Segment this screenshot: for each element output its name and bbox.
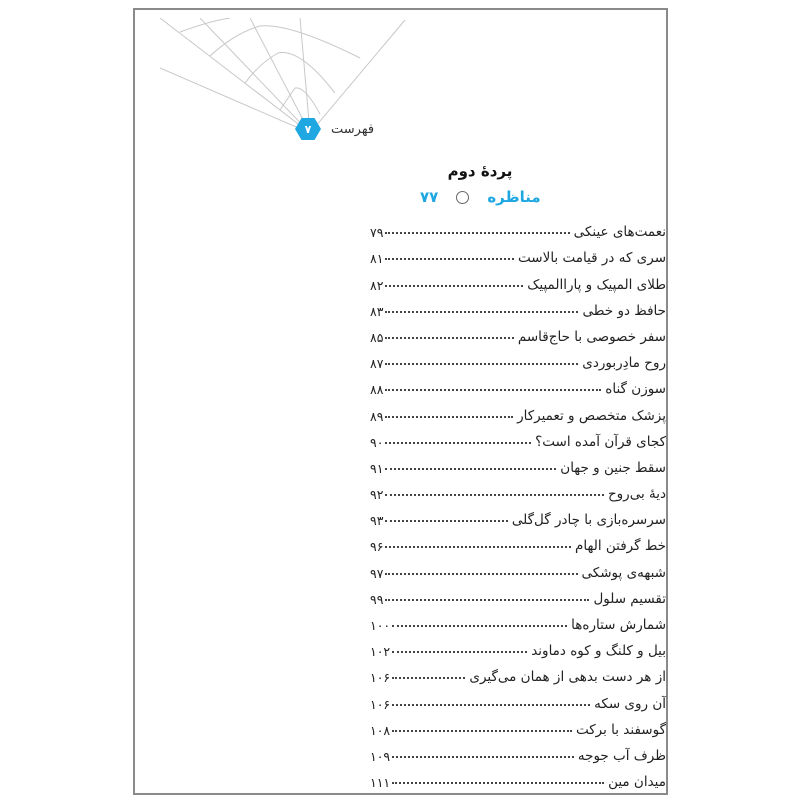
entry-title: میدان مین bbox=[608, 774, 666, 791]
entry-title: پزشک متخصص و تعمیرکار bbox=[517, 407, 666, 424]
entry-title: سفر خصوصی با حاج‌قاسم bbox=[517, 328, 666, 345]
dot-leader bbox=[385, 467, 557, 470]
entry-title: از هر دست بدهی از همان می‌گیری bbox=[469, 669, 666, 686]
section-title: پردهٔ دوم bbox=[447, 162, 513, 180]
dot-leader bbox=[392, 677, 466, 680]
toc-entry: نعمت‌های عینکی ۷۹ bbox=[370, 214, 666, 240]
dot-leader bbox=[385, 258, 515, 261]
entry-title: تقسیم سلول bbox=[593, 590, 666, 607]
dot-leader bbox=[385, 336, 514, 339]
entry-title: سوزن گناه bbox=[605, 381, 666, 398]
toc-entry: سرسره‌بازی با چادر گل‌گلی ۹۳ bbox=[370, 502, 666, 528]
dot-leader bbox=[392, 651, 528, 654]
entry-title: طلای المپیک و پاراالمپیک bbox=[527, 276, 666, 293]
entry-title: گوسفند با برکت bbox=[575, 721, 666, 738]
dot-leader bbox=[392, 703, 591, 706]
entry-title: سرسره‌بازی با چادر گل‌گلی bbox=[511, 512, 666, 529]
entry-page: ۸۲ bbox=[370, 277, 384, 293]
toc-entry: روح مادِربوردی ۸۷ bbox=[370, 345, 666, 371]
entry-title: دیهٔ بی‌روح bbox=[607, 486, 666, 503]
entry-page: ۱۰۸ bbox=[370, 722, 391, 738]
toc-entry: حافظ دو خطی ۸۳ bbox=[370, 293, 666, 319]
toc-entry: تقسیم سلول ۹۹ bbox=[370, 581, 666, 607]
toc-entry: بیل و کلنگ و کوه دماوند ۱۰۲ bbox=[370, 633, 666, 659]
entry-page: ۱۰۹ bbox=[370, 748, 391, 764]
dot-leader bbox=[392, 755, 574, 758]
dot-leader bbox=[385, 441, 532, 444]
entry-page: ۹۲ bbox=[370, 487, 384, 503]
entry-page: ۹۷ bbox=[370, 565, 384, 581]
entry-title: ظرف آب جوجه bbox=[577, 747, 666, 764]
entry-page: ۱۰۶ bbox=[370, 670, 391, 686]
entry-page: ۸۳ bbox=[370, 303, 384, 319]
entry-page: ۸۱ bbox=[370, 251, 384, 267]
entry-title: نعمت‌های عینکی bbox=[573, 224, 666, 241]
toc-entry: میدان مین ۱۱۱ bbox=[370, 764, 666, 790]
toc-entry: کجای قرآن آمده است؟ ۹۰ bbox=[370, 424, 666, 450]
entry-title: سقط جنین و جهان bbox=[560, 459, 666, 476]
subsection-title: مناظره bbox=[487, 188, 541, 206]
entry-title: حافظ دو خطی bbox=[582, 302, 666, 319]
dot-leader bbox=[385, 284, 524, 287]
entry-page: ۸۵ bbox=[370, 329, 384, 345]
entry-page: ۹۶ bbox=[370, 539, 384, 555]
toc-entry: پزشک متخصص و تعمیرکار ۸۹ bbox=[370, 397, 666, 424]
entry-page: ۹۱ bbox=[370, 460, 384, 476]
entry-title: شمارش ستاره‌ها bbox=[571, 617, 666, 633]
dot-leader bbox=[392, 729, 572, 732]
entry-page: ۷۹ bbox=[370, 225, 384, 241]
dot-leader bbox=[385, 389, 602, 392]
entry-page: ۱۰۶ bbox=[370, 696, 391, 712]
toc-entry: سوزن گناه ۸۸ bbox=[370, 371, 666, 397]
page-header: فهرست ۷ bbox=[295, 118, 374, 140]
dot-leader bbox=[385, 546, 572, 549]
entry-page: ۸۹ bbox=[370, 408, 384, 424]
entry-page: ۱۰۲ bbox=[370, 644, 391, 660]
dot-leader bbox=[385, 363, 579, 366]
entry-title: روح مادِربوردی bbox=[582, 355, 666, 372]
entry-title: آن روی سکه bbox=[594, 695, 666, 712]
toc-entry: از هر دست بدهی از همان می‌گیری ۱۰۶ bbox=[370, 659, 666, 685]
dot-leader bbox=[385, 415, 514, 418]
entry-page: ۱۱۱ bbox=[370, 775, 391, 791]
toc-entry: گوسفند با برکت ۱۰۸ bbox=[370, 712, 666, 738]
dot-leader bbox=[385, 572, 578, 575]
entry-title: سری که در قیامت بالاست bbox=[518, 250, 666, 267]
dot-leader bbox=[392, 625, 568, 627]
toc-entry: شمارش ستاره‌ها ۱۰۰ bbox=[370, 607, 666, 633]
entry-title: بیل و کلنگ و کوه دماوند bbox=[531, 643, 666, 660]
dot-leader bbox=[392, 782, 605, 785]
toc-entry: شبهه‌ی پوشکی ۹۷ bbox=[370, 554, 666, 581]
page-number-badge: ۷ bbox=[295, 118, 321, 140]
toc-entry: سفر خصوصی با حاج‌قاسم ۸۵ bbox=[370, 319, 666, 345]
toc-entry: سقط جنین و جهان ۹۱ bbox=[370, 450, 666, 476]
entry-title: شبهه‌ی پوشکی bbox=[581, 564, 666, 581]
entry-page: ۸۷ bbox=[370, 356, 384, 372]
dot-leader bbox=[385, 520, 508, 523]
dot-leader bbox=[385, 310, 579, 313]
entry-page: ۱۰۰ bbox=[370, 618, 391, 633]
toc-list: نعمت‌های عینکی ۷۹ سری که در قیامت بالاست ۸۱… bbox=[370, 214, 666, 790]
toc-entry: دیهٔ بی‌روح ۹۲ bbox=[370, 476, 666, 502]
toc-entry: ظرف آب جوجه ۱۰۹ bbox=[370, 738, 666, 764]
circle-icon bbox=[456, 190, 470, 204]
dot-leader bbox=[385, 232, 570, 235]
toc-entry: سری که در قیامت بالاست ۸۱ bbox=[370, 240, 666, 266]
dot-leader bbox=[385, 598, 590, 601]
toc-entry: طلای المپیک و پاراالمپیک ۸۲ bbox=[370, 266, 666, 293]
entry-page: ۹۰ bbox=[370, 434, 384, 450]
entry-page: ۸۸ bbox=[370, 382, 384, 398]
subsection-page: ۷۷ bbox=[420, 188, 439, 206]
dot-leader bbox=[385, 494, 604, 497]
page-frame bbox=[133, 8, 668, 795]
spider-web-decoration bbox=[160, 18, 406, 134]
toc-entry: خط گرفتن الهام ۹۶ bbox=[370, 528, 666, 554]
entry-page: ۹۳ bbox=[370, 513, 384, 529]
subsection-heading: مناظره ۷۷ bbox=[420, 188, 541, 206]
entry-page: ۹۹ bbox=[370, 591, 384, 607]
header-title: فهرست bbox=[331, 121, 375, 137]
entry-title: کجای قرآن آمده است؟ bbox=[535, 433, 666, 450]
entry-title: خط گرفتن الهام bbox=[575, 538, 666, 555]
toc-entry: آن روی سکه ۱۰۶ bbox=[370, 685, 666, 712]
